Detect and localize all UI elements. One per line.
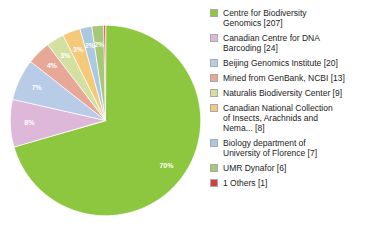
html-text:UMR Dynafor [6]: UMR Dynafor [6]: [223, 163, 287, 173]
svg-text:3%: 3%: [60, 52, 71, 59]
html-text:Beijing Genomics Institute [20: Beijing Genomics Institute [20]: [223, 58, 338, 68]
html-text:Naturalis Biodiversity Center: Naturalis Biodiversity Center [9]: [223, 88, 342, 98]
svg-text:2%: 2%: [94, 41, 105, 48]
html-text:1 Others [1]: 1 Others [1]: [223, 178, 268, 188]
html-text:Biology department of Universi: Biology department of University of Flor…: [223, 138, 317, 158]
html-text:Centre for Biodiversity Genomi: Centre for Biodiversity Genomics [207]: [223, 8, 307, 28]
html-text:Mined from GenBank, NCBI [13]: Mined from GenBank, NCBI [13]: [223, 73, 345, 83]
svg-text:8%: 8%: [24, 119, 35, 126]
svg-text:4%: 4%: [47, 62, 58, 69]
svg-text:70%: 70%: [159, 162, 174, 169]
html-text:Canadian National Collection o: Canadian National Collection of Insects,…: [223, 103, 333, 133]
svg-text:3%: 3%: [73, 46, 84, 53]
svg-text:2%: 2%: [84, 42, 95, 50]
svg-text:7%: 7%: [32, 84, 43, 91]
html-text:Canadian Centre for DNA Barcod: Canadian Centre for DNA Barcoding [24]: [223, 33, 320, 53]
